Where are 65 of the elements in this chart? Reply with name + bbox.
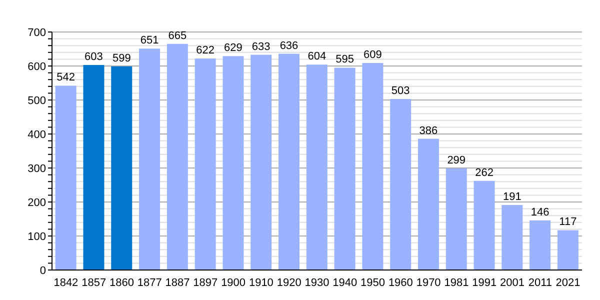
- bar: [166, 44, 188, 270]
- bar: [111, 66, 132, 270]
- data-label: 191: [502, 191, 522, 204]
- data-label: 609: [364, 48, 382, 61]
- data-label: 629: [224, 42, 242, 54]
- x-tick-label: 1900: [221, 276, 246, 289]
- data-label: 651: [140, 34, 159, 47]
- x-tick-label: 1910: [248, 276, 274, 289]
- data-label: 599: [112, 52, 131, 64]
- bar: [502, 205, 523, 270]
- data-label: 633: [252, 40, 270, 53]
- bar: [83, 64, 104, 270]
- x-tick-label: 1940: [332, 276, 358, 289]
- x-tick-label: 1981: [444, 276, 469, 289]
- bar: [278, 54, 300, 270]
- data-label: 636: [280, 40, 298, 52]
- bar: [474, 180, 495, 270]
- bar: [530, 220, 551, 270]
- y-tick-label: 100: [28, 230, 46, 243]
- data-label: 386: [419, 124, 438, 137]
- x-tick-label: 2021: [556, 276, 580, 289]
- y-tick-label: 400: [28, 128, 46, 141]
- data-label: 604: [308, 50, 326, 63]
- y-tick-label: 700: [28, 26, 46, 39]
- bar: [306, 64, 328, 270]
- x-tick-label: 1857: [82, 276, 106, 289]
- x-tick-label: 2001: [500, 276, 525, 289]
- x-tick-label: 2011: [528, 276, 552, 289]
- data-label: 146: [530, 206, 550, 218]
- y-tick-label: 500: [28, 94, 46, 107]
- x-tick-label: 1897: [193, 276, 218, 289]
- data-label: 262: [475, 166, 494, 179]
- x-tick-label: 1930: [304, 276, 330, 289]
- data-label: 603: [84, 50, 103, 63]
- bar: [55, 86, 76, 270]
- data-label: 299: [447, 154, 466, 166]
- x-tick-label: 1920: [276, 276, 302, 289]
- bar: [222, 56, 244, 270]
- x-tick-label: 1991: [472, 276, 497, 289]
- x-tick-label: 1970: [416, 276, 441, 289]
- x-tick-label: 1960: [388, 276, 413, 289]
- bar: [139, 48, 160, 270]
- bar: [446, 168, 467, 270]
- x-tick-label: 1887: [165, 276, 190, 289]
- bar: [194, 58, 216, 270]
- bar: [250, 54, 272, 270]
- x-tick-label: 1842: [54, 276, 78, 289]
- y-tick-label: 200: [28, 196, 46, 209]
- data-label: 117: [559, 216, 577, 228]
- data-label: 542: [56, 72, 76, 84]
- x-tick-label: 1877: [137, 276, 162, 289]
- bar: [362, 62, 384, 270]
- bar: [334, 68, 356, 270]
- data-label: 595: [336, 54, 354, 66]
- data-label: 622: [196, 44, 214, 57]
- data-label: 665: [168, 30, 187, 42]
- y-tick-label: 300: [28, 162, 46, 175]
- x-tick-label: 1860: [109, 276, 134, 289]
- data-label: 503: [391, 84, 410, 97]
- x-tick-label: 1950: [360, 276, 386, 289]
- bar: [390, 98, 412, 270]
- y-tick-label: 600: [28, 60, 46, 73]
- y-tick-label: 0: [40, 264, 46, 277]
- bar: [557, 230, 578, 270]
- bar: [418, 138, 439, 270]
